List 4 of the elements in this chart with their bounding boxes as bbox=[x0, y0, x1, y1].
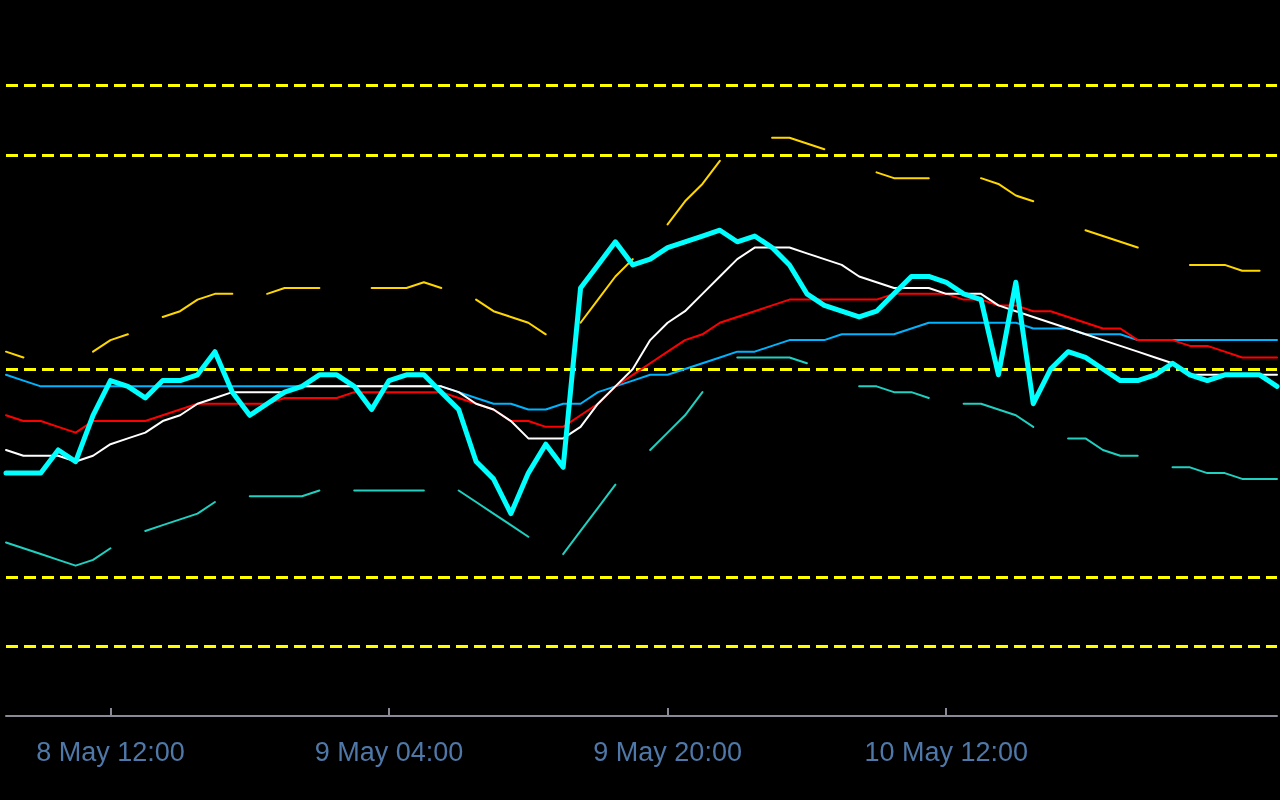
x-tick-label: 8 May 12:00 bbox=[36, 736, 185, 767]
x-tick-label: 9 May 04:00 bbox=[314, 736, 464, 767]
x-tick-label: 9 May 20:00 bbox=[593, 736, 742, 767]
x-tick-label: 10 May 12:00 bbox=[864, 736, 1028, 767]
